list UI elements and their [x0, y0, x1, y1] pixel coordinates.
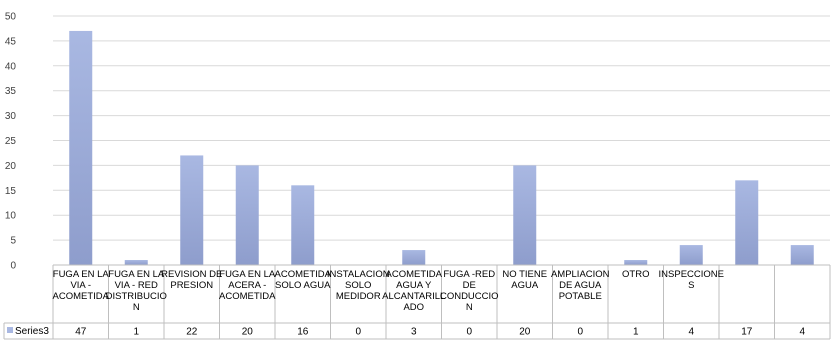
gridlines — [53, 15, 830, 241]
y-tick-label: 35 — [5, 86, 17, 97]
y-axis: 0 5 10 15 20 25 30 35 40 45 50 — [5, 12, 17, 272]
x-tick-label: FUGA -RED DE CONDUCCIO N — [440, 269, 499, 313]
y-tick-label: 5 — [10, 236, 16, 247]
y-tick-label: 25 — [5, 136, 17, 147]
y-tick-label: 50 — [5, 12, 17, 23]
bar — [679, 245, 703, 265]
data-value-label: 47 — [75, 327, 87, 338]
bar — [790, 245, 814, 265]
bar — [124, 260, 148, 265]
y-tick-label: 40 — [5, 61, 17, 72]
legend-swatch — [7, 327, 13, 333]
y-tick-label: 0 — [10, 261, 16, 272]
bar — [624, 260, 648, 265]
data-value-label: 16 — [297, 327, 309, 338]
data-value-label: 4 — [799, 327, 805, 338]
bar — [735, 180, 759, 265]
x-tick-label: INSPECCIONE S — [659, 269, 724, 291]
data-value-label: 20 — [242, 327, 254, 338]
x-tick-label: FUGA EN LA ACERA -ACOMETIDA — [219, 269, 276, 302]
x-tick-label: OTRO — [622, 269, 649, 280]
bar — [402, 250, 426, 265]
data-value-label: 0 — [577, 327, 583, 338]
bar — [180, 155, 204, 265]
x-tick-label: ACOMETIDA SOLO AGUA — [275, 269, 332, 291]
x-tick-label: NO TIENE AGUA — [502, 269, 547, 291]
data-value-label: 1 — [633, 327, 639, 338]
x-tick-label: INSTALACION SOLO MEDIDOR — [327, 269, 390, 302]
data-value-label: 4 — [688, 327, 694, 338]
data-value-label: 0 — [466, 327, 472, 338]
data-value-label: 0 — [355, 327, 361, 338]
bar — [235, 165, 259, 265]
bar — [513, 165, 537, 265]
x-tick-label: ACOMETIDA AGUA Y ALCANTARILL ADO — [382, 269, 445, 313]
y-tick-label: 15 — [5, 186, 17, 197]
y-tick-label: 10 — [5, 211, 17, 222]
data-value-label: 20 — [519, 327, 531, 338]
data-value-label: 22 — [186, 327, 198, 338]
y-tick-label: 20 — [5, 161, 17, 172]
bars — [69, 30, 814, 265]
x-tick-label: FUGA EN LA VIA -ACOMETIDA — [53, 269, 110, 302]
y-tick-label: 30 — [5, 111, 17, 122]
legend-label: Series3 — [15, 326, 49, 337]
y-tick-label: 45 — [5, 36, 17, 47]
x-tick-label: REVISION DE PRESION — [161, 269, 222, 291]
x-tick-label: FUGA EN LA VIA - RED DISTRIBUCIO N — [106, 269, 167, 313]
data-value-label: 17 — [741, 327, 753, 338]
bar — [291, 185, 315, 265]
data-value-label: 1 — [133, 327, 139, 338]
x-tick-label: AMPLIACION DE AGUA POTABLE — [551, 269, 610, 302]
bar — [69, 30, 93, 265]
data-value-label: 3 — [411, 327, 417, 338]
